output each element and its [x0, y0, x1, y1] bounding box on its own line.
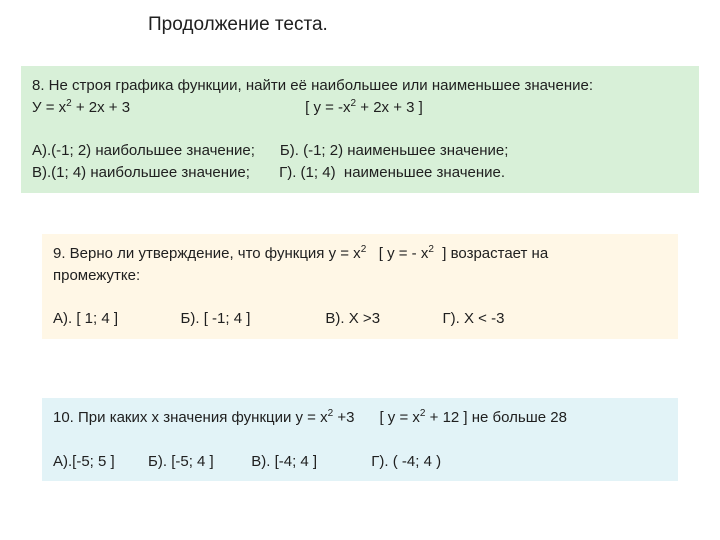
q9-l1c: ] возрастает на — [434, 245, 548, 262]
q9-option-v: В). Х >3 — [325, 310, 380, 327]
q10-option-b: Б). [-5; 4 ] — [148, 453, 214, 470]
q9-option-a: А). [ 1; 4 ] — [53, 310, 118, 327]
q9-gap1 — [118, 310, 181, 327]
question-10: 10. При каких х значения функции у = х2 … — [42, 398, 678, 481]
q10-gap3 — [317, 453, 371, 470]
q8-gap-ab — [255, 142, 280, 159]
q8-option-b: Б). (-1; 2) наименьшее значение; — [280, 142, 509, 159]
page-title: Продолжение теста. — [148, 14, 328, 36]
q8-prompt: 8. Не строя графика функции, найти её на… — [32, 77, 593, 94]
q10-gap2 — [214, 453, 252, 470]
q10-l1b: +3 [ у = х — [333, 409, 420, 426]
q8-bracket-open: [ у = -х — [305, 99, 350, 116]
q8-func-left: У = х — [32, 99, 66, 116]
question-8: 8. Не строя графика функции, найти её на… — [21, 66, 699, 193]
q9-l1a: 9. Верно ли утверждение, что функция у =… — [53, 245, 361, 262]
q8-blank — [32, 121, 36, 138]
q9-blank — [53, 289, 57, 306]
q10-blank — [53, 431, 57, 448]
q9-gap2 — [250, 310, 325, 327]
q9-gap3 — [380, 310, 443, 327]
q8-func-mid: + 2х + 3 — [72, 99, 130, 116]
q9-l2: промежутке: — [53, 267, 140, 284]
q8-gap — [130, 99, 305, 116]
q8-option-a: А).(-1; 2) наибольшее значение; — [32, 142, 255, 159]
q10-option-v: В). [-4; 4 ] — [251, 453, 317, 470]
q8-option-g: Г). (1; 4) наименьшее значение. — [279, 164, 505, 181]
q10-option-g: Г). ( -4; 4 ) — [371, 453, 441, 470]
q8-bracket-end: + 2х + 3 ] — [356, 99, 423, 116]
q9-option-g: Г). Х < -3 — [443, 310, 505, 327]
q8-gap-vg — [250, 164, 279, 181]
q9-option-b: Б). [ -1; 4 ] — [181, 310, 251, 327]
q10-option-a: А).[-5; 5 ] — [53, 453, 115, 470]
q8-option-v: В).(1; 4) наибольшее значение; — [32, 164, 250, 181]
q10-gap1 — [115, 453, 148, 470]
q10-l1c: + 12 ] не больше 28 — [425, 409, 566, 426]
q10-l1a: 10. При каких х значения функции у = х — [53, 409, 328, 426]
question-9: 9. Верно ли утверждение, что функция у =… — [42, 234, 678, 339]
q9-l1b: [ у = - х — [366, 245, 428, 262]
